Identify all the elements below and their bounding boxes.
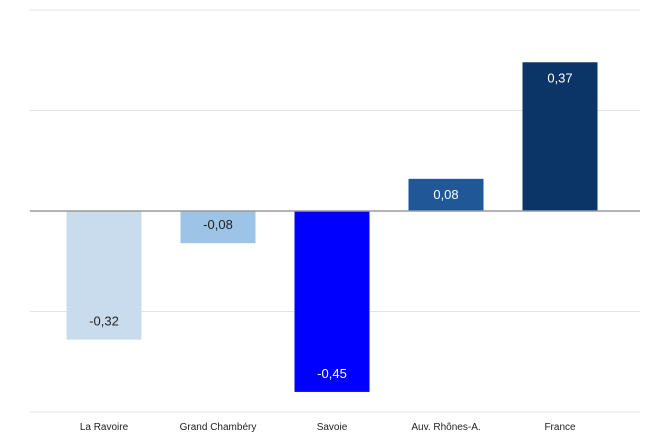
x-tick-label-3: Auv. Rhônes-A. <box>411 422 480 433</box>
bars <box>66 62 598 392</box>
value-label-3: 0,08 <box>433 187 458 202</box>
bar-3 <box>408 178 484 211</box>
value-label-2: -0,45 <box>317 366 347 381</box>
bar-1 <box>180 211 256 244</box>
bar-2 <box>294 211 370 392</box>
x-tick-label-4: France <box>544 422 576 433</box>
value-labels: -0,32 -0,08 -0,45 0,08 0,37 <box>89 70 572 381</box>
value-label-4: 0,37 <box>547 70 572 85</box>
bar-0 <box>66 211 142 340</box>
x-tick-label-0: La Ravoire <box>80 422 129 433</box>
x-tick-label-2: Savoie <box>317 422 348 433</box>
x-tick-label-1: Grand Chambéry <box>180 422 257 433</box>
x-tick-labels: La Ravoire Grand Chambéry Savoie Auv. Rhône… <box>80 422 576 433</box>
bar-4 <box>522 62 598 212</box>
value-label-1: -0,08 <box>203 217 233 232</box>
value-label-0: -0,32 <box>89 314 119 329</box>
